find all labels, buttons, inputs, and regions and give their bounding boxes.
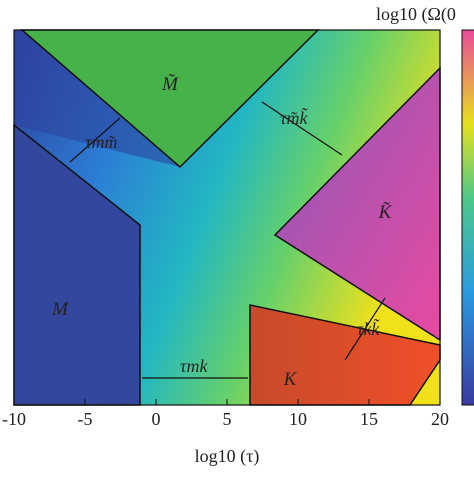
x-axis-label: log10 (τ) [195, 446, 260, 467]
x-tick-label: -5 [78, 409, 93, 429]
x-tick-label: 10 [289, 409, 307, 429]
region-label: M̃ [161, 74, 179, 95]
region-label: K̃ [378, 202, 393, 223]
annotation: τmk [180, 356, 208, 376]
arrow [69, 117, 121, 163]
arrows [69, 101, 386, 379]
x-tick-label: 0 [152, 409, 161, 429]
arrow [261, 101, 343, 156]
x-tick-label: 15 [360, 409, 378, 429]
region-label: K [283, 369, 298, 390]
region-label: M [51, 299, 69, 320]
x-tick-label: 5 [223, 409, 232, 429]
annotation: τkk̃ [357, 318, 381, 339]
colorbar-label: log10 (Ω(0 [376, 4, 456, 25]
annotation: τm̃k̃ [280, 107, 309, 128]
corner-field [14, 30, 180, 167]
x-tick-label: 20 [431, 409, 449, 429]
x-tick-label: -10 [2, 409, 26, 429]
annotation: τmm̃ [85, 132, 117, 152]
colorbar [461, 29, 474, 406]
arrow [344, 297, 386, 361]
region-k [249, 304, 441, 406]
